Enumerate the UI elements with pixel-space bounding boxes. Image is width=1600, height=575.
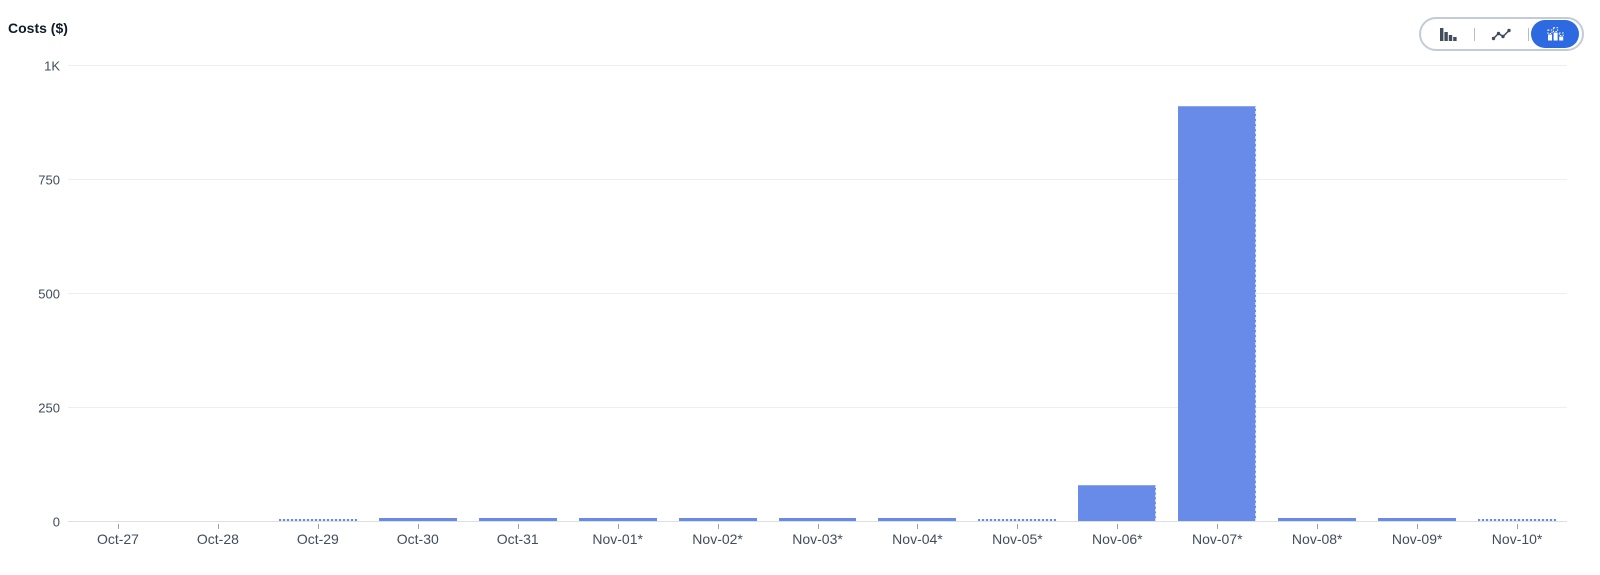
toggle-divider [1474,27,1476,41]
x-axis-tick-label: Nov-04* [892,531,943,547]
y-axis-tick-label: 1K [44,58,60,74]
gridline [68,179,1567,180]
x-axis-tick [317,524,319,529]
bar-slot [668,66,768,529]
cost-bar[interactable] [478,518,557,521]
gridline [68,65,1567,66]
bar-slot [568,66,668,529]
line-chart-icon [1491,26,1512,43]
cost-bar[interactable] [1178,106,1257,521]
bar-slot [468,66,568,529]
x-axis-tick-label: Oct-29 [296,531,339,547]
cost-bar[interactable] [978,519,1057,521]
x-axis-tick-label: Nov-10* [1491,531,1543,547]
cost-bar[interactable] [1478,519,1557,521]
x-axis-tick [717,524,719,529]
cost-bar[interactable] [778,518,857,521]
bar-slot [1067,66,1167,529]
stacked-bar-chart-icon [1545,26,1566,43]
x-axis-tick-label: Nov-02* [692,531,743,547]
cost-bar[interactable] [1378,518,1457,521]
x-axis-tick [1217,524,1219,529]
bar-slot [1367,66,1467,529]
cost-bar[interactable] [1278,518,1357,521]
cost-bar[interactable] [378,517,457,521]
bar-slot [768,66,868,529]
y-axis-labels: 0 250 500 750 1K [0,59,60,530]
cost-bar[interactable] [278,519,357,521]
toggle-divider [1527,27,1529,41]
x-axis-tick-label: Nov-07* [1191,531,1243,547]
x-axis-tick [917,524,919,529]
x-axis-tick-label: Oct-28 [196,531,239,547]
bar-slot [168,66,268,529]
x-axis-tick-label: Oct-30 [396,531,439,547]
x-axis-tick [1417,524,1419,529]
chart-title: Costs ($) [8,20,68,36]
gridline [68,407,1567,408]
bar-slot [1167,66,1267,529]
x-axis-tick [1017,524,1019,529]
cost-bar[interactable] [878,518,957,521]
x-axis-tick [817,524,819,529]
x-axis-tick [617,524,619,529]
x-axis-tick-label: Oct-31 [496,531,539,547]
x-axis-tick [117,524,119,529]
x-axis-tick [417,524,419,529]
gridline [68,521,1567,522]
plot-area [68,65,1567,529]
x-axis-tick-label: Oct-27 [96,531,139,547]
x-axis-tick-label: Nov-06* [1092,531,1143,547]
y-axis-tick-label: 0 [52,514,60,530]
bar-slot [868,66,968,529]
cost-bar[interactable] [578,518,657,521]
bar-slot [68,66,168,529]
x-axis-tick-label: Nov-08* [1291,531,1343,547]
bar-slot [967,66,1067,529]
x-axis-tick-label: Nov-09* [1391,531,1443,547]
bar-slot [268,66,368,529]
x-axis-tick [517,524,519,529]
gridline [68,293,1567,294]
bar-slot [368,66,468,529]
y-axis-tick-label: 750 [38,172,60,188]
x-axis-labels: Oct-27 Oct-28 Oct-29 Oct-30 Oct-31 Nov-01* Nov… [68,531,1567,547]
bar-slot [1267,66,1367,529]
y-axis-tick-label: 250 [38,400,60,416]
x-axis-tick [1317,524,1319,529]
bars-layer [68,66,1567,529]
bar-chart-icon [1438,26,1459,43]
stacked-bar-chart-toggle-button[interactable] [1531,20,1579,48]
x-axis-tick [217,524,219,529]
x-axis-tick-label: Nov-01* [592,531,643,547]
x-axis-tick [1517,524,1519,529]
bar-chart-toggle-button[interactable] [1424,20,1472,48]
x-axis-tick [1117,524,1119,529]
x-axis-tick-label: Nov-03* [792,531,843,547]
line-chart-toggle-button[interactable] [1478,20,1526,48]
cost-bar[interactable] [1078,484,1157,521]
x-axis-tick-label: Nov-05* [992,531,1043,547]
y-axis-tick-label: 500 [38,286,60,302]
cost-bar[interactable] [678,518,757,521]
bar-slot [1467,66,1567,529]
chart-type-toggle [1419,17,1584,51]
